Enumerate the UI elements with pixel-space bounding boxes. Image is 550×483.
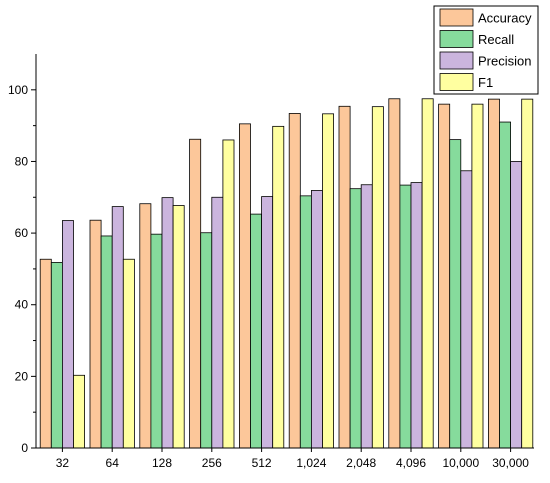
bar-accuracy-64 [89,219,102,449]
bar-f1-64 [122,258,135,449]
bar-f1-4096 [421,98,434,449]
legend-label-recall: Recall [478,32,514,47]
bar-precision-2048 [360,184,373,449]
x-tick-label-2048: 2,048 [346,456,376,470]
bar-precision-64 [111,206,124,449]
bar-recall-30000 [499,121,512,449]
bars-layer [39,98,534,449]
bar-accuracy-30000 [487,98,500,449]
bar-recall-32 [50,262,63,449]
x-tick-label-64: 64 [106,456,120,470]
bar-precision-512 [261,196,274,449]
axes-layer: 0 20 40 60 80 100 32 64 128 256 512 1,024 2,048 4,096… [8,54,534,470]
bar-recall-10000 [449,139,462,449]
x-tick-label-256: 256 [202,456,222,470]
x-tick-label-128: 128 [152,456,172,470]
bar-accuracy-1024 [288,113,301,449]
bar-accuracy-2048 [338,105,351,449]
bar-recall-64 [100,235,113,449]
bar-accuracy-4096 [388,98,401,449]
y-tick-label-20: 20 [15,369,29,383]
bar-precision-30000 [510,161,523,449]
bar-accuracy-32 [39,258,52,449]
bar-f1-30000 [521,98,534,449]
bar-f1-512 [272,125,285,449]
bar-accuracy-512 [238,123,251,449]
bar-f1-256 [222,139,235,449]
legend-label-f1: F1 [478,75,493,90]
legend: Accuracy Recall Precision F1 [433,5,539,95]
legend-swatch-precision [439,51,474,70]
legend-swatch-f1 [439,73,474,91]
y-tick-label-60: 60 [15,226,29,240]
bar-f1-10000 [471,103,484,449]
bar-accuracy-256 [189,138,202,449]
x-tick-label-32: 32 [56,456,70,470]
legend-swatch-accuracy [439,8,474,27]
x-tick-label-30000: 30,000 [492,456,529,470]
x-tick-label-4096: 4,096 [396,456,426,470]
y-tick-label-0: 0 [21,441,28,455]
y-tick-label-40: 40 [15,298,29,312]
bar-precision-10000 [460,170,473,449]
bar-precision-4096 [410,182,423,449]
bar-recall-128 [150,233,163,449]
bar-accuracy-128 [139,203,152,449]
x-tick-label-10000: 10,000 [442,456,479,470]
bar-precision-32 [62,220,74,449]
bar-precision-256 [211,196,224,449]
bar-accuracy-10000 [438,103,451,449]
x-tick-label-512: 512 [252,456,272,470]
y-tick-label-100: 100 [8,83,28,97]
bar-recall-2048 [349,188,362,449]
bar-recall-1024 [299,195,312,449]
legend-swatch-recall [439,30,474,48]
bar-precision-128 [161,197,174,449]
bar-recall-512 [250,213,263,449]
bar-recall-4096 [399,184,412,449]
bar-f1-1024 [322,113,335,449]
bar-precision-1024 [310,190,323,449]
x-tick-label-1024: 1,024 [296,456,326,470]
legend-label-precision: Precision [478,54,531,69]
y-tick-label-80: 80 [15,154,29,168]
bar-f1-32 [73,374,86,449]
bar-recall-256 [200,232,213,449]
bar-f1-128 [172,205,185,449]
bar-f1-2048 [371,106,384,449]
legend-label-accuracy: Accuracy [478,11,532,26]
